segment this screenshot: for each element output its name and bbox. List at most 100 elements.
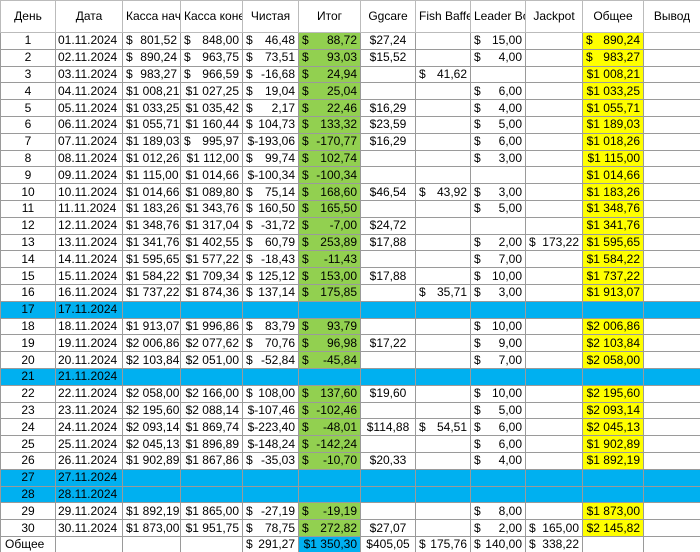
cell[interactable]: 30.11.2024 [56,520,123,537]
cell[interactable]: $-48,01 [299,419,361,436]
cell[interactable]: $1 902,89 [583,436,644,453]
cell[interactable] [526,150,583,167]
cell[interactable]: $19,60 [361,385,416,402]
cell[interactable] [526,486,583,503]
cell[interactable]: 25 [1,436,56,453]
cell[interactable]: $24,72 [361,217,416,234]
cell[interactable]: $1 027,25 [181,83,243,100]
cell[interactable]: $3,00 [471,150,526,167]
cell[interactable]: $1 869,74 [181,419,243,436]
cell[interactable]: $-102,46 [299,402,361,419]
cell[interactable]: $-7,00 [299,217,361,234]
cell[interactable]: $1 913,07 [123,318,181,335]
column-header[interactable]: Jackpot [526,1,583,33]
cell[interactable]: 01.11.2024 [56,33,123,50]
cell[interactable]: $10,00 [471,385,526,402]
cell[interactable]: $1 595,65 [123,251,181,268]
cell[interactable]: $1 873,00 [123,520,181,537]
cell[interactable]: 11 [1,200,56,217]
cell[interactable]: $75,14 [243,184,299,201]
cell[interactable] [416,251,471,268]
cell[interactable] [644,318,700,335]
cell[interactable]: $1 951,75 [181,520,243,537]
cell[interactable]: $1 892,19 [123,503,181,520]
cell[interactable]: 22.11.2024 [56,385,123,402]
cell[interactable]: $1 737,22 [123,284,181,301]
cell[interactable]: $8,00 [471,503,526,520]
cell[interactable]: $1 913,07 [583,284,644,301]
column-header[interactable]: Fish Baffer [416,1,471,33]
cell[interactable] [644,83,700,100]
cell[interactable]: $1 577,22 [181,251,243,268]
cell[interactable]: $1 873,00 [583,503,644,520]
cell[interactable]: $104,73 [243,116,299,133]
cell[interactable]: 02.11.2024 [56,49,123,66]
column-header[interactable]: Чистая [243,1,299,33]
cell[interactable]: $801,52 [123,33,181,50]
cell[interactable]: $1 115,00 [583,150,644,167]
cell[interactable]: $2 103,84 [123,352,181,369]
cell[interactable] [416,268,471,285]
cell[interactable]: $88,72 [299,33,361,50]
cell[interactable] [583,469,644,486]
cell[interactable]: $93,03 [299,49,361,66]
cell[interactable] [416,150,471,167]
cell[interactable]: $173,22 [526,234,583,251]
cell[interactable] [416,49,471,66]
cell[interactable]: $5,00 [471,116,526,133]
cell[interactable]: $1 595,65 [583,234,644,251]
cell[interactable]: $272,82 [299,520,361,537]
cell[interactable] [644,301,700,318]
cell[interactable] [416,83,471,100]
cell[interactable] [181,469,243,486]
cell[interactable]: $153,00 [299,268,361,285]
cell[interactable]: $-52,84 [243,352,299,369]
cell[interactable]: 1 [1,33,56,50]
cell[interactable]: 24 [1,419,56,436]
cell[interactable]: $-19,19 [299,503,361,520]
cell[interactable]: $-11,43 [299,251,361,268]
cell[interactable] [526,200,583,217]
column-header[interactable]: День [1,1,56,33]
cell[interactable]: $1 033,25 [123,100,181,117]
cell[interactable]: 04.11.2024 [56,83,123,100]
cell[interactable] [526,167,583,184]
column-header[interactable]: Вывод [644,1,700,33]
cell[interactable]: $19,04 [243,83,299,100]
cell[interactable]: $41,62 [416,66,471,83]
cell[interactable]: $1 874,36 [181,284,243,301]
cell[interactable]: $96,98 [299,335,361,352]
cell[interactable] [416,520,471,537]
cell[interactable]: $24,94 [299,66,361,83]
cell[interactable]: 16 [1,284,56,301]
cell[interactable]: $1 709,34 [181,268,243,285]
cell[interactable] [644,268,700,285]
cell[interactable] [361,486,416,503]
cell[interactable]: $78,75 [243,520,299,537]
cell[interactable]: $848,00 [181,33,243,50]
cell[interactable]: 23.11.2024 [56,402,123,419]
cell[interactable]: $1 348,76 [583,200,644,217]
cell[interactable]: $2 051,00 [181,352,243,369]
cell[interactable] [361,167,416,184]
cell[interactable] [361,83,416,100]
cell[interactable]: $1 189,03 [583,116,644,133]
column-header[interactable]: Дата [56,1,123,33]
cell[interactable]: 21.11.2024 [56,368,123,385]
cell[interactable]: 10 [1,184,56,201]
cell[interactable] [416,217,471,234]
cell[interactable]: $6,00 [471,133,526,150]
cell[interactable]: 21 [1,368,56,385]
cell[interactable] [181,301,243,318]
cell[interactable]: $93,79 [299,318,361,335]
cell[interactable]: 11.11.2024 [56,200,123,217]
cell[interactable]: $10,00 [471,268,526,285]
cell[interactable]: $-27,19 [243,503,299,520]
cell[interactable] [644,251,700,268]
cell[interactable]: $2 045,13 [123,436,181,453]
cell[interactable] [644,167,700,184]
cell[interactable] [644,452,700,469]
cell[interactable] [526,49,583,66]
cell[interactable] [644,352,700,369]
cell[interactable]: 29 [1,503,56,520]
